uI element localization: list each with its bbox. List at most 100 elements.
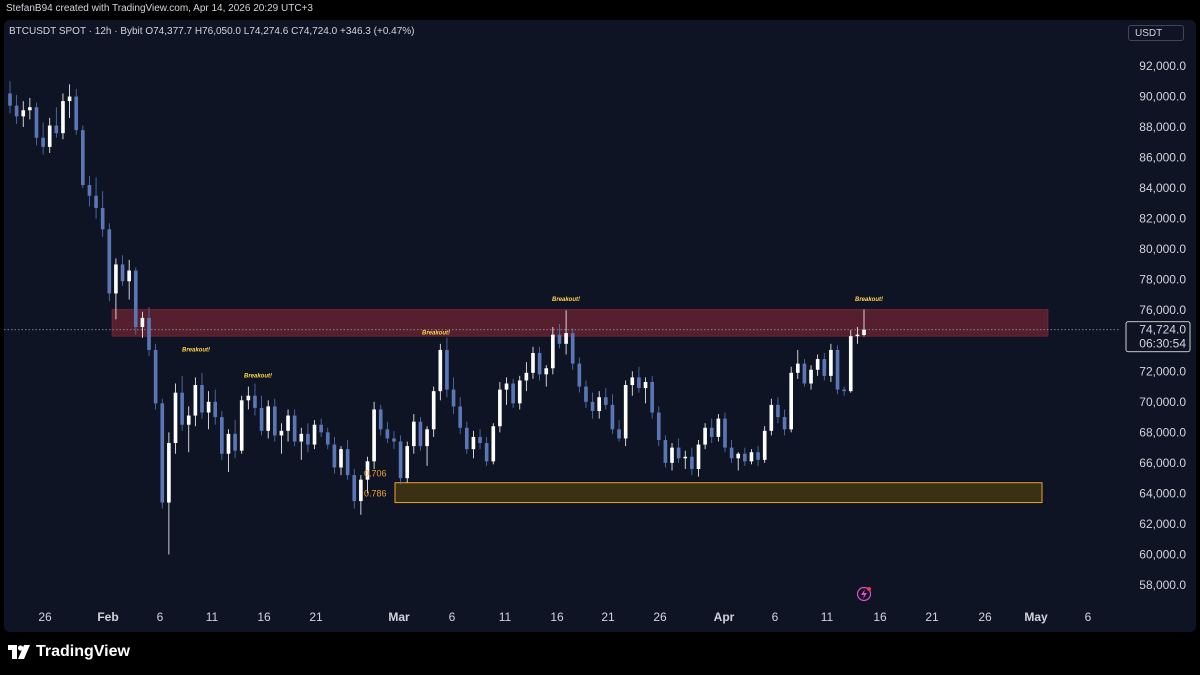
candle[interactable] xyxy=(802,359,807,387)
candle[interactable] xyxy=(769,398,774,436)
candle[interactable] xyxy=(153,343,158,410)
breakout-annotation[interactable]: Breakout! xyxy=(855,297,883,303)
candle[interactable] xyxy=(34,102,39,146)
candle[interactable] xyxy=(47,117,52,154)
candle[interactable] xyxy=(120,255,125,286)
candle[interactable] xyxy=(623,380,628,447)
candle[interactable] xyxy=(226,429,231,473)
candle[interactable] xyxy=(590,392,595,419)
candle[interactable] xyxy=(272,398,277,442)
candle[interactable] xyxy=(398,435,403,485)
candle[interactable] xyxy=(167,432,171,555)
candle[interactable] xyxy=(160,398,165,509)
candle[interactable] xyxy=(239,395,244,454)
candle[interactable] xyxy=(299,427,304,460)
candle[interactable] xyxy=(312,420,317,450)
candle[interactable] xyxy=(100,191,105,237)
resistance-zone[interactable] xyxy=(111,309,1049,337)
candle[interactable] xyxy=(690,447,694,476)
candle[interactable] xyxy=(670,443,674,471)
candle[interactable] xyxy=(762,426,767,463)
candle[interactable] xyxy=(147,307,151,357)
candle[interactable] xyxy=(246,386,251,410)
breakout-annotation[interactable]: Breakout! xyxy=(182,347,210,353)
candle[interactable] xyxy=(498,381,502,433)
candle[interactable] xyxy=(405,441,410,483)
candle[interactable] xyxy=(67,84,72,118)
candle[interactable] xyxy=(286,409,290,442)
candle[interactable] xyxy=(531,346,535,379)
candle[interactable] xyxy=(478,429,482,450)
candle[interactable] xyxy=(683,450,688,469)
candle[interactable] xyxy=(703,423,707,450)
candle[interactable] xyxy=(643,377,648,404)
candle[interactable] xyxy=(789,366,793,433)
candle[interactable] xyxy=(835,345,840,395)
candle[interactable] xyxy=(696,439,701,477)
candle[interactable] xyxy=(54,107,59,138)
breakout-annotation[interactable]: Breakout! xyxy=(244,373,272,379)
candle[interactable] xyxy=(14,95,19,125)
candle[interactable] xyxy=(61,93,65,140)
candle[interactable] xyxy=(81,125,85,189)
candle[interactable] xyxy=(220,410,224,460)
candle[interactable] xyxy=(266,400,271,439)
candle[interactable] xyxy=(650,375,654,419)
candle[interactable] xyxy=(815,354,820,376)
candle[interactable] xyxy=(848,330,853,393)
candle[interactable] xyxy=(425,426,429,466)
candle[interactable] xyxy=(564,310,568,355)
candle[interactable] xyxy=(723,412,727,453)
candle[interactable] xyxy=(570,328,575,370)
candle[interactable] xyxy=(610,394,615,434)
candle[interactable] xyxy=(743,447,747,466)
candle[interactable] xyxy=(749,449,754,465)
candle[interactable] xyxy=(458,397,462,434)
candle[interactable] xyxy=(464,421,469,454)
breakout-annotation[interactable]: Breakout! xyxy=(552,297,580,303)
candle[interactable] xyxy=(200,372,204,419)
candle[interactable] xyxy=(431,386,436,437)
candle[interactable] xyxy=(617,420,621,442)
candle[interactable] xyxy=(332,436,337,474)
candle[interactable] xyxy=(663,435,668,468)
candle[interactable] xyxy=(445,337,449,398)
candle[interactable] xyxy=(630,371,635,396)
currency-selector[interactable]: USDT xyxy=(1128,25,1184,41)
candle[interactable] xyxy=(491,423,496,465)
candle[interactable] xyxy=(319,418,323,437)
candle[interactable] xyxy=(716,414,721,442)
chart-svg[interactable]: 0.706 0.786 Breakout! Breakout! Breakout! Bre… xyxy=(4,20,1196,632)
candle[interactable] xyxy=(656,406,661,447)
lightning-icon[interactable] xyxy=(856,586,872,602)
candle[interactable] xyxy=(855,327,860,344)
candle[interactable] xyxy=(597,391,602,419)
candle[interactable] xyxy=(537,346,542,381)
candle[interactable] xyxy=(736,452,741,471)
candle[interactable] xyxy=(213,389,218,425)
candle[interactable] xyxy=(484,436,489,466)
candle[interactable] xyxy=(438,343,443,401)
candle[interactable] xyxy=(729,439,734,463)
candle[interactable] xyxy=(551,327,555,375)
candle[interactable] xyxy=(385,421,390,444)
candle[interactable] xyxy=(186,406,191,453)
candle[interactable] xyxy=(809,365,813,390)
candle[interactable] xyxy=(372,401,376,469)
candle[interactable] xyxy=(279,423,284,454)
candle[interactable] xyxy=(325,427,330,450)
chart-pane[interactable]: 0.706 0.786 Breakout! Breakout! Breakout! Bre… xyxy=(4,20,1196,632)
candle[interactable] xyxy=(862,309,866,337)
candle[interactable] xyxy=(756,446,760,466)
candle[interactable] xyxy=(114,258,118,320)
candle[interactable] xyxy=(339,446,343,476)
candle[interactable] xyxy=(259,395,264,436)
candle[interactable] xyxy=(511,378,515,408)
candle[interactable] xyxy=(253,383,257,416)
candle[interactable] xyxy=(359,475,363,515)
candle[interactable] xyxy=(133,267,138,335)
candle[interactable] xyxy=(822,352,827,381)
candle[interactable] xyxy=(28,98,32,120)
candle[interactable] xyxy=(173,383,178,454)
candle[interactable] xyxy=(829,343,833,382)
